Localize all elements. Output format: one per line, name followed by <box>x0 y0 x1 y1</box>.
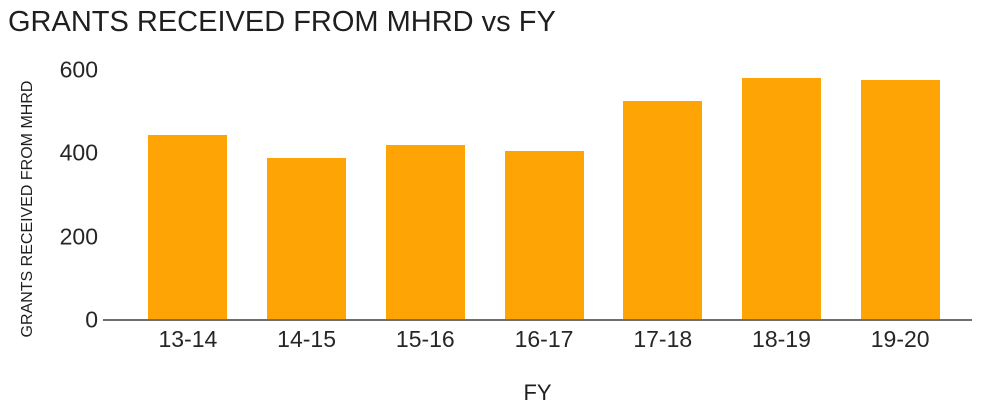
bar-19-20[interactable] <box>860 80 940 320</box>
x-axis-line <box>103 319 972 321</box>
bar-18-19[interactable] <box>741 78 821 320</box>
x-tick-13-14: 13-14 <box>158 326 218 352</box>
x-tick-15-16: 15-16 <box>395 326 455 352</box>
x-tick-14-15: 14-15 <box>277 326 337 352</box>
bar-17-18[interactable] <box>623 101 703 320</box>
x-tick-18-19: 18-19 <box>752 326 811 352</box>
bar-15-16[interactable] <box>385 145 465 320</box>
bar-16-17[interactable] <box>504 151 584 320</box>
y-tick-600: 600 <box>59 56 98 83</box>
x-tick-19-20: 19-20 <box>870 326 930 352</box>
bar-14-15[interactable] <box>267 157 347 320</box>
plot-area <box>103 70 972 320</box>
y-tick-200: 200 <box>59 223 98 250</box>
chart-title: GRANTS RECEIVED FROM MHRD vs FY <box>8 6 556 38</box>
x-axis-title: FY <box>523 380 552 405</box>
y-tick-400: 400 <box>59 139 98 166</box>
x-tick-17-18: 17-18 <box>633 326 693 352</box>
y-axis-title: GRANTS RECEIVED FROM MHRD <box>19 80 36 338</box>
x-tick-16-17: 16-17 <box>514 326 574 352</box>
y-tick-0: 0 <box>85 306 98 333</box>
bar-13-14[interactable] <box>148 134 228 320</box>
